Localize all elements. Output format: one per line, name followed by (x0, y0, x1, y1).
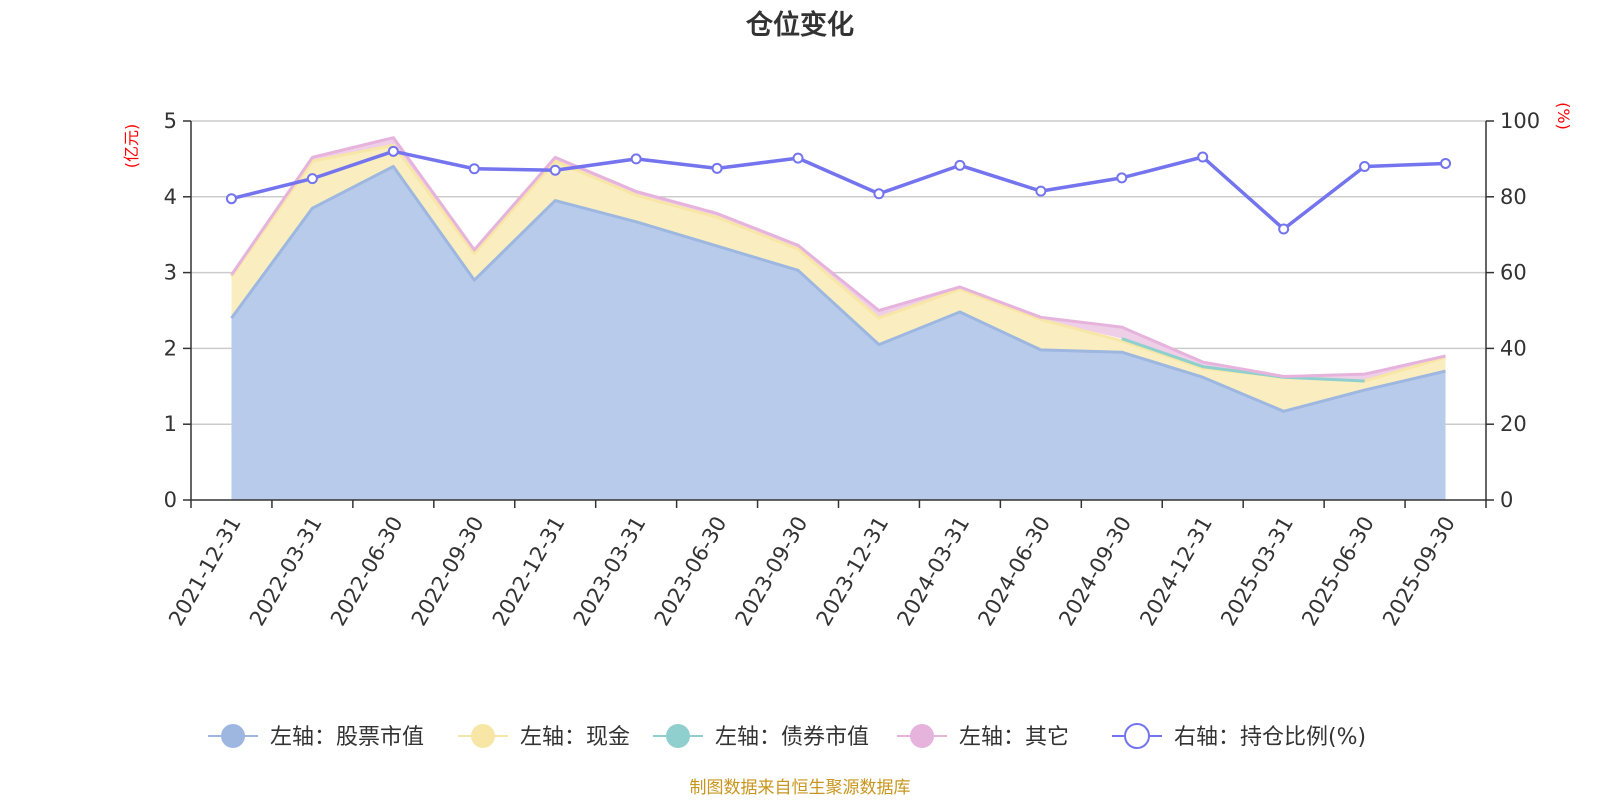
legend-item: 左轴：现金 (458, 724, 630, 750)
x-axis-tick-label: 2024-12-31 (1135, 512, 1217, 630)
legend-marker (471, 724, 495, 748)
ratio-point (1278, 223, 1290, 235)
x-axis-tick-label: 2022-06-30 (326, 512, 408, 630)
legend-label: 左轴：债券市值 (715, 725, 869, 750)
ratio-point (549, 164, 561, 176)
right-axis-tick-label: 40 (1500, 336, 1527, 360)
series-lines (230, 136, 1446, 413)
legend-label: 右轴：持仓比例(%) (1174, 725, 1366, 750)
legend-marker (666, 724, 690, 748)
legend: 左轴：股票市值 左轴：现金 左轴：债券市值 左轴：其它 右轴：持仓比例(%) (208, 723, 1366, 750)
ratio-point (1197, 151, 1209, 163)
right-axis-tick-label: 0 (1500, 488, 1513, 512)
line-左轴：债券市值 (1121, 337, 1365, 383)
ratio-point (630, 153, 642, 165)
legend-label: 左轴：其它 (959, 725, 1069, 750)
line-左轴：股票市值 (230, 164, 1446, 413)
right-axis-tick-label: 60 (1500, 261, 1527, 285)
left-axis-tick-label: 3 (164, 261, 177, 285)
ratio-point (387, 145, 399, 157)
x-axis-tick-label: 2024-03-31 (892, 512, 974, 630)
right-axis-unit: (%) (1554, 102, 1573, 130)
left-axis-tick-label: 1 (164, 412, 177, 436)
x-axis-tick-label: 2024-09-30 (1054, 512, 1136, 630)
left-axis-tick-label: 5 (164, 109, 177, 133)
x-axis-tick-label: 2023-12-31 (811, 512, 893, 630)
right-axis-tick-label: 100 (1500, 109, 1540, 133)
legend-label: 左轴：现金 (520, 725, 630, 750)
legend-item: 右轴：持仓比例(%) (1112, 723, 1366, 750)
x-axis-tick-label: 2022-12-31 (488, 512, 570, 630)
legend-marker (1124, 723, 1150, 749)
legend-item: 左轴：其它 (897, 724, 1069, 750)
ratio-point (306, 173, 318, 185)
x-axis-tick-label: 2025-03-31 (1216, 512, 1298, 630)
legend-label: 左轴：股票市值 (270, 725, 424, 750)
ratio-line (231, 149, 1446, 231)
ratio-point (225, 193, 237, 205)
legend-item: 左轴：股票市值 (208, 724, 424, 750)
left-axis-tick-label: 0 (164, 488, 177, 512)
x-axis-tick-label: 2024-06-30 (973, 512, 1055, 630)
ratio-point (792, 152, 804, 164)
ratio-point (1359, 160, 1371, 172)
area-左轴：现金 (231, 145, 1446, 412)
ratio-point (1035, 185, 1047, 197)
ratio-point (711, 162, 723, 174)
x-axis-tick-label: 2023-03-31 (569, 512, 651, 630)
right-axis-tick-label: 20 (1500, 412, 1527, 436)
ratio-points (225, 145, 1452, 235)
left-axis-unit: (亿元) (122, 124, 141, 169)
x-axis-tick-label: 2023-06-30 (650, 512, 732, 630)
x-axis-tick-label: 2023-09-30 (731, 512, 813, 630)
x-axis-tick-label: 2025-09-30 (1378, 512, 1460, 630)
x-axis-tick-label: 2022-09-30 (407, 512, 489, 630)
chart-title: 仓位变化 (745, 9, 854, 41)
ratio-point (468, 163, 480, 175)
left-axis-tick-label: 2 (164, 336, 177, 360)
right-axis-tick-label: 80 (1500, 185, 1527, 209)
data-source-note: 制图数据来自恒生聚源数据库 (690, 778, 911, 798)
ratio-point (1116, 172, 1128, 184)
ratio-point (873, 188, 885, 200)
line-左轴：其它 (230, 136, 1446, 378)
legend-item: 左轴：债券市值 (653, 724, 869, 750)
legend-marker (221, 724, 245, 748)
left-axis-tick-label: 4 (164, 185, 177, 209)
stacked-areas (231, 137, 1446, 501)
area-左轴：股票市值 (231, 166, 1446, 501)
ratio-point (1440, 157, 1452, 169)
x-axis-tick-label: 2021-12-31 (164, 512, 246, 630)
x-axis-tick-label: 2022-03-31 (245, 512, 327, 630)
x-axis-tick-label: 2025-06-30 (1297, 512, 1379, 630)
ratio-point (954, 159, 966, 171)
legend-marker (910, 724, 934, 748)
